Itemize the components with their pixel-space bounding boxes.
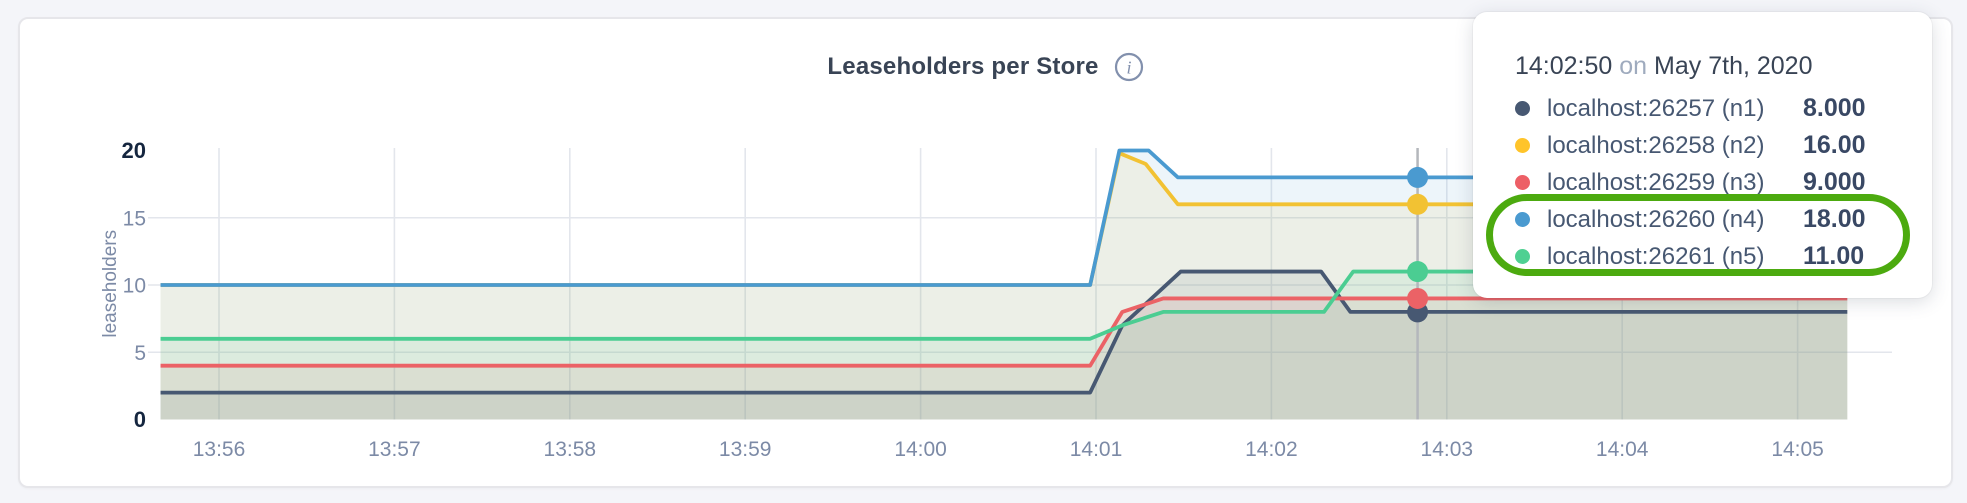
- series-label: localhost:26258 (n2): [1547, 131, 1765, 159]
- series-value: 18.00: [1803, 205, 1866, 233]
- y-tick-label: 0: [134, 407, 146, 432]
- info-icon-circle: [1114, 52, 1143, 82]
- tooltip-series-row: localhost:26260 (n4) 18.00: [1515, 201, 1932, 238]
- hover-dot-n3: [1407, 287, 1429, 309]
- y-axis-title: leaseholders: [100, 230, 121, 338]
- x-tick-label: 14:03: [1421, 438, 1474, 461]
- tooltip-date: May 7th, 2020: [1654, 52, 1813, 80]
- series-line-n5: [160, 269, 1848, 341]
- series-value: 11.00: [1803, 242, 1865, 270]
- y-tick-label: 15: [123, 207, 146, 230]
- info-icon[interactable]: i: [1114, 52, 1144, 82]
- x-tick-label: 13:59: [719, 438, 772, 461]
- x-tick-label: 13:58: [544, 438, 597, 461]
- series-label: localhost:26257 (n1): [1547, 94, 1765, 122]
- hover-tooltip: 14:02:50 on May 7th, 2020 localhost:2625…: [1473, 12, 1932, 298]
- x-tick-label: 14:02: [1245, 438, 1298, 461]
- tooltip-header: 14:02:50 on May 7th, 2020: [1515, 50, 1932, 82]
- hover-dot-n2: [1407, 193, 1429, 215]
- y-tick-label: 20: [122, 138, 146, 163]
- series-label: localhost:26259 (n3): [1547, 168, 1765, 196]
- chart-header: Leaseholders per Store i: [18, 52, 1953, 82]
- series-color-dot-icon: [1515, 249, 1530, 264]
- tooltip-series-row: localhost:26261 (n5) 11.00: [1515, 238, 1932, 275]
- series-line-n3: [160, 296, 1848, 368]
- tooltip-series-row: localhost:26259 (n3) 9.000: [1515, 164, 1932, 201]
- x-tick-label: 14:00: [894, 438, 947, 461]
- y-tick-label: 5: [134, 342, 146, 365]
- series-color-dot-icon: [1515, 212, 1530, 227]
- tooltip-connector: on: [1619, 52, 1648, 80]
- series-line-n1: [160, 269, 1848, 395]
- hover-dot-n4: [1407, 166, 1429, 188]
- y-tick-label: 10: [123, 275, 146, 298]
- info-icon-glyph: i: [1126, 58, 1131, 78]
- series-color-dot-icon: [1515, 175, 1530, 190]
- series-value: 8.000: [1803, 94, 1866, 122]
- x-tick-label: 13:57: [368, 438, 421, 461]
- hover-dot-n5: [1407, 261, 1429, 283]
- series-label: localhost:26261 (n5): [1547, 242, 1765, 270]
- x-tick-label: 14:04: [1596, 438, 1649, 461]
- series-value: 16.00: [1803, 131, 1866, 159]
- tooltip-time: 14:02:50: [1515, 52, 1613, 80]
- x-tick-label: 14:01: [1070, 438, 1123, 461]
- tooltip-series-row: localhost:26257 (n1) 8.000: [1515, 90, 1932, 127]
- series-area-n1: [160, 271, 1848, 420]
- series-line-n4: [160, 148, 1848, 287]
- series-label: localhost:26260 (n4): [1547, 205, 1765, 233]
- tooltip-series-row: localhost:26258 (n2) 16.00: [1515, 127, 1932, 164]
- x-tick-label: 14:05: [1771, 438, 1824, 461]
- x-tick-label: 13:56: [193, 438, 246, 461]
- chart-title: Leaseholders per Store: [827, 53, 1099, 80]
- series-value: 9.000: [1803, 168, 1866, 196]
- series-area-n3: [160, 298, 1848, 420]
- series-color-dot-icon: [1515, 138, 1530, 153]
- tooltip-series-list: localhost:26257 (n1) 8.000 localhost:26258…: [1515, 90, 1932, 275]
- series-color-dot-icon: [1515, 101, 1530, 116]
